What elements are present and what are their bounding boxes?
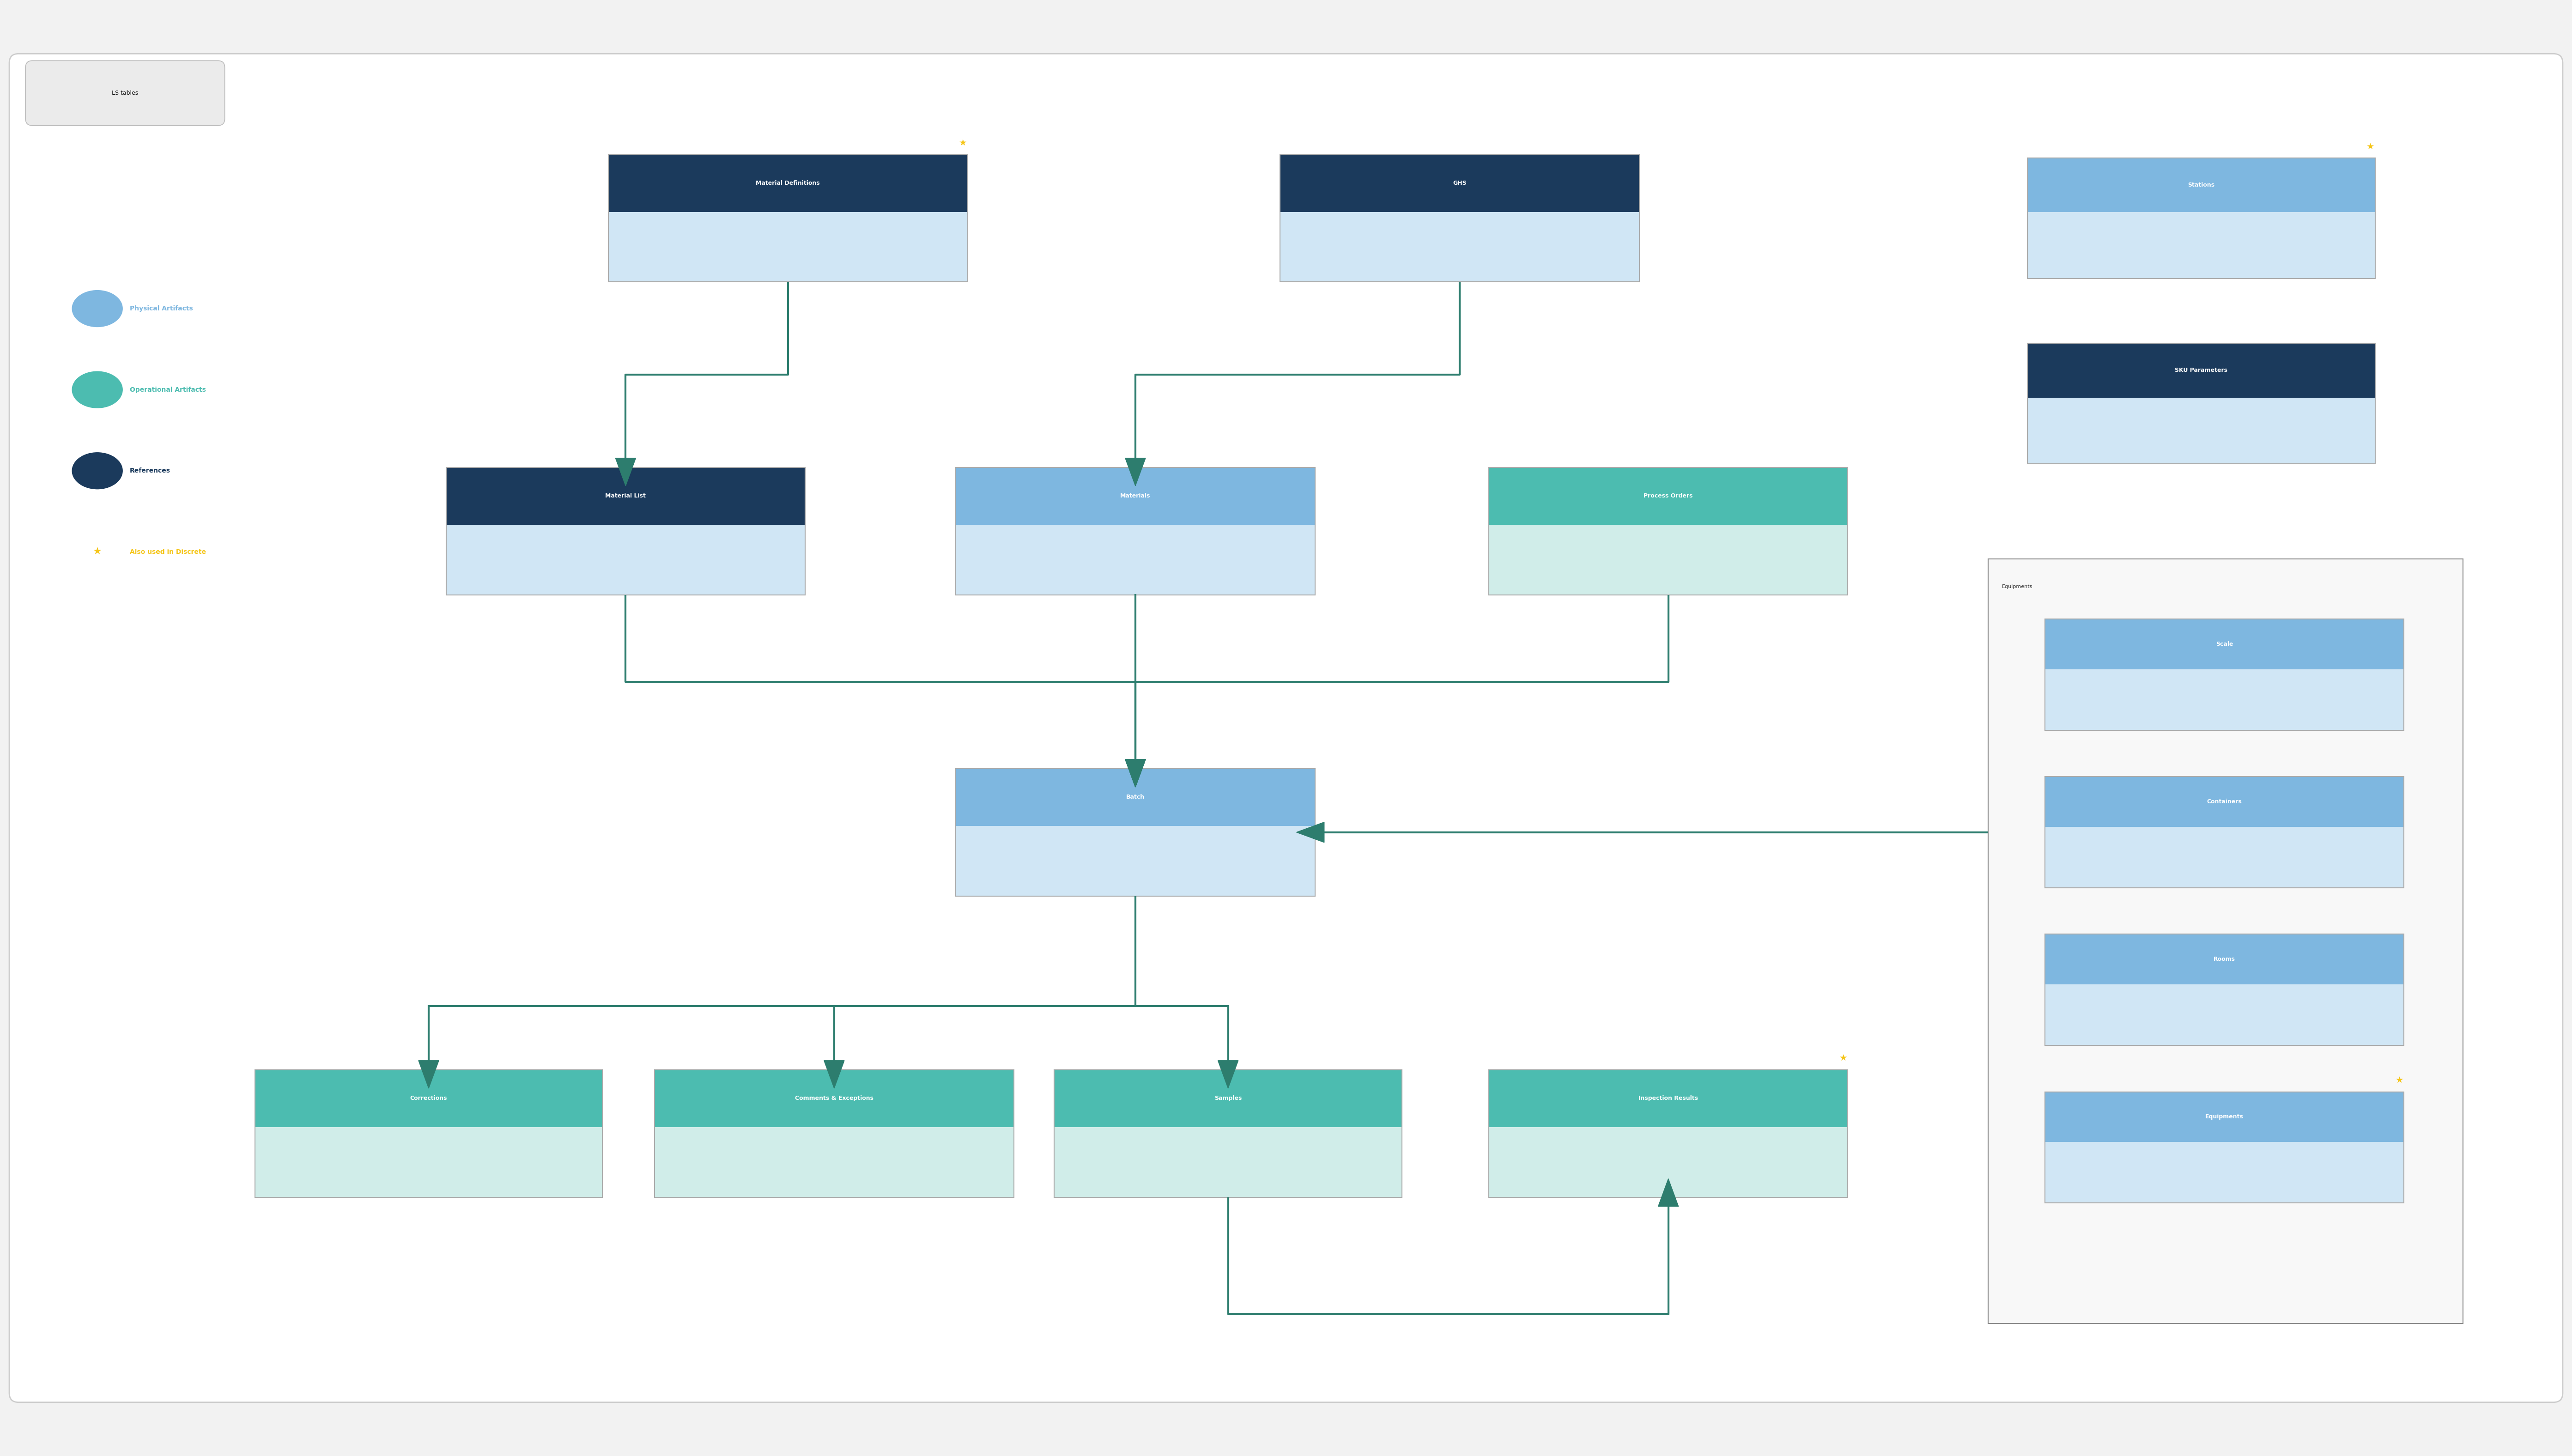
Bar [607,154,967,213]
Bar [957,524,1314,594]
Bar [2027,159,2374,278]
Bar [656,1127,1013,1197]
Text: Equipments: Equipments [2001,584,2032,590]
Bar [2045,935,2405,984]
FancyBboxPatch shape [10,54,2562,1402]
Bar [607,213,967,282]
Bar [2045,1092,2405,1142]
Text: Batch: Batch [1127,794,1145,801]
Bar [2045,776,2405,888]
Bar [445,467,805,524]
Bar [656,1070,1013,1127]
Text: Stations: Stations [2189,182,2214,188]
Text: Rooms: Rooms [2214,957,2235,962]
Text: Materials: Materials [1121,494,1150,499]
Bar [1489,1127,1847,1197]
Text: Process Orders: Process Orders [1644,494,1692,499]
Polygon shape [1659,1179,1680,1207]
Bar [2045,619,2405,670]
Text: ★: ★ [1839,1054,1847,1063]
Text: GHS: GHS [1453,181,1466,186]
Text: Corrections: Corrections [409,1095,448,1101]
Bar [445,524,805,594]
Bar [1281,213,1638,282]
Polygon shape [419,1060,440,1088]
Bar [1055,1127,1402,1197]
Text: References: References [129,467,170,475]
Polygon shape [1219,1060,1237,1088]
FancyBboxPatch shape [26,61,224,125]
Bar [2045,776,2405,827]
Polygon shape [1124,759,1145,788]
Text: Inspection Results: Inspection Results [1638,1095,1698,1101]
Bar [2027,159,2374,213]
Polygon shape [615,459,635,486]
Text: Operational Artifacts: Operational Artifacts [129,386,206,393]
Polygon shape [823,1060,844,1088]
Bar [2045,1092,2405,1203]
Bar [445,467,805,594]
Text: Containers: Containers [2207,799,2243,805]
Text: Physical Artifacts: Physical Artifacts [129,306,193,312]
Ellipse shape [72,453,123,489]
Text: Material Definitions: Material Definitions [756,181,820,186]
Bar [957,467,1314,524]
Bar [2045,670,2405,731]
Bar [957,769,1314,826]
Bar [2027,344,2374,464]
Bar [957,769,1314,895]
Bar [656,1070,1013,1197]
Bar [255,1070,602,1127]
Bar [2045,619,2405,731]
Polygon shape [1124,459,1145,486]
Bar [1988,559,2464,1324]
Ellipse shape [72,290,123,328]
Bar [2027,344,2374,397]
Polygon shape [1124,759,1145,788]
Text: Samples: Samples [1214,1095,1242,1101]
Polygon shape [1124,759,1145,788]
Bar [2045,1142,2405,1203]
Bar [2045,984,2405,1045]
Text: Scale: Scale [2214,641,2232,646]
Bar [1489,524,1847,594]
Bar [1489,1070,1847,1197]
Text: Comments & Exceptions: Comments & Exceptions [795,1095,874,1101]
Bar [1489,1070,1847,1127]
Bar [1489,467,1847,594]
Bar [1281,154,1638,282]
Text: ★: ★ [2366,143,2374,151]
Bar [255,1127,602,1197]
Text: ★: ★ [93,547,103,556]
Bar [2045,827,2405,888]
Bar [2045,935,2405,1045]
Bar [1281,154,1638,213]
Text: SKU Parameters: SKU Parameters [2176,367,2227,374]
Bar [255,1070,602,1197]
Bar [1489,467,1847,524]
Bar [607,154,967,282]
Bar [1055,1070,1402,1127]
Polygon shape [1296,823,1325,843]
Bar [957,826,1314,895]
Text: LS tables: LS tables [113,90,139,96]
Text: Also used in Discrete: Also used in Discrete [129,549,206,555]
Bar [957,467,1314,594]
Ellipse shape [72,371,123,408]
Text: Material List: Material List [604,494,646,499]
Bar [2027,397,2374,464]
Text: Equipments: Equipments [2204,1114,2243,1120]
Bar [1055,1070,1402,1197]
Text: ★: ★ [2395,1076,2402,1085]
Bar [2027,213,2374,278]
Text: ★: ★ [959,138,967,147]
